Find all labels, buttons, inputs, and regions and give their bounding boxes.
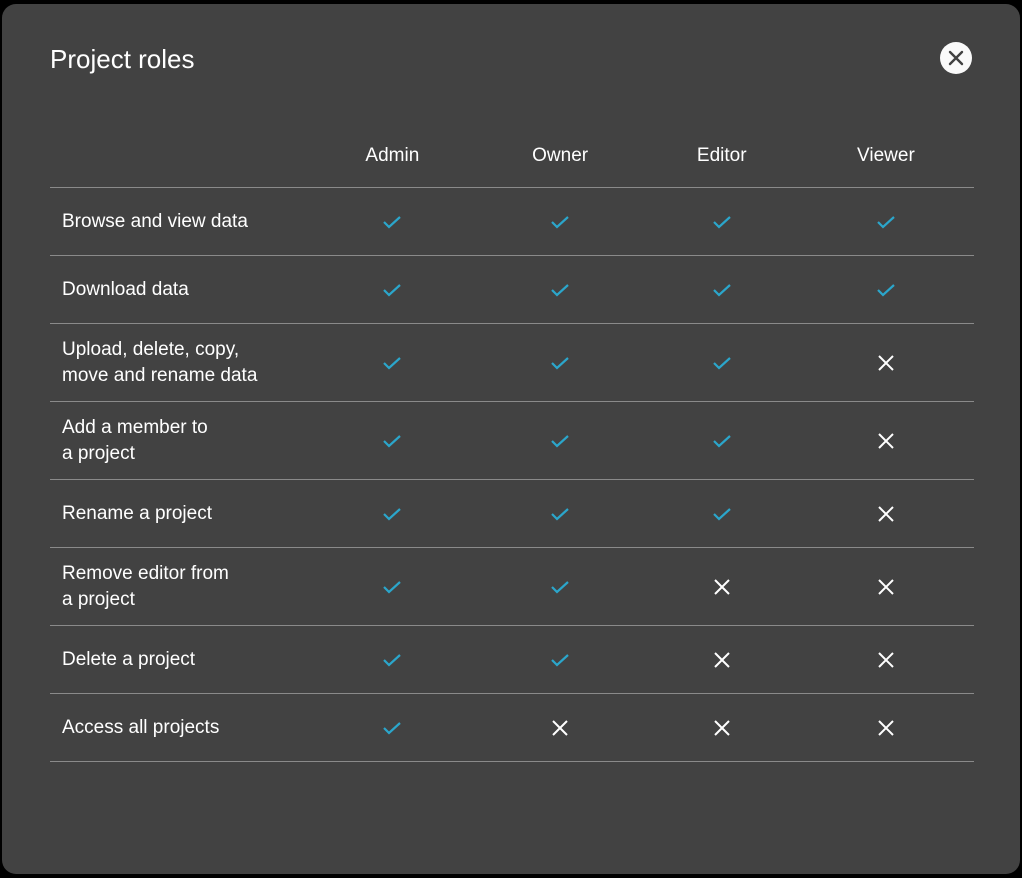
permission-cell-editor <box>645 323 798 402</box>
permission-cell-owner <box>474 625 646 694</box>
column-header-viewer: Viewer <box>797 125 974 188</box>
permission-label: Rename a project <box>50 479 310 548</box>
permission-cell-editor <box>645 187 798 256</box>
permission-cell-admin <box>310 479 475 548</box>
close-icon <box>948 50 964 66</box>
check-icon <box>551 580 569 594</box>
cross-icon <box>878 719 894 736</box>
cross-icon <box>714 651 730 668</box>
header-empty <box>50 125 310 188</box>
permission-cell-viewer <box>797 401 974 480</box>
check-icon <box>712 434 731 448</box>
check-icon <box>551 434 569 448</box>
table-row: Download data <box>50 255 974 324</box>
check-icon <box>712 283 731 297</box>
permission-cell-admin <box>310 255 475 324</box>
check-icon <box>383 507 402 521</box>
check-icon <box>383 653 402 667</box>
permission-cell-editor <box>645 547 798 626</box>
permission-cell-admin <box>310 547 475 626</box>
permission-cell-editor <box>645 479 798 548</box>
permission-cell-owner <box>474 401 646 480</box>
table-row: Rename a project <box>50 479 974 548</box>
permission-cell-editor <box>645 693 798 762</box>
check-icon <box>383 356 402 370</box>
permission-cell-viewer <box>797 187 974 256</box>
check-icon <box>877 283 895 297</box>
permission-cell-owner <box>474 255 646 324</box>
permission-cell-editor <box>645 401 798 480</box>
permission-cell-owner <box>474 547 646 626</box>
cross-icon <box>878 432 894 449</box>
cross-icon <box>878 578 894 595</box>
cross-icon <box>552 719 568 736</box>
permission-cell-editor <box>645 625 798 694</box>
permission-cell-editor <box>645 255 798 324</box>
cross-icon <box>878 651 894 668</box>
permission-cell-viewer <box>797 255 974 324</box>
permission-label: Download data <box>50 255 310 324</box>
check-icon <box>383 580 402 594</box>
permission-cell-owner <box>474 693 646 762</box>
check-icon <box>383 721 402 735</box>
check-icon <box>383 434 402 448</box>
permission-label: Add a member to a project <box>50 401 310 480</box>
table-row: Upload, delete, copy, move and rename dat… <box>50 323 974 402</box>
permission-label: Remove editor from a project <box>50 547 310 626</box>
check-icon <box>383 283 402 297</box>
check-icon <box>551 215 569 229</box>
permission-cell-admin <box>310 323 475 402</box>
check-icon <box>383 215 402 229</box>
project-roles-dialog: Project roles Admin Owner Editor Viewer … <box>2 4 1020 874</box>
table-row: Access all projects <box>50 693 974 762</box>
permission-label: Delete a project <box>50 625 310 694</box>
dialog-title: Project roles <box>50 44 195 74</box>
check-icon <box>551 653 569 667</box>
check-icon <box>877 215 895 229</box>
permission-label: Browse and view data <box>50 187 310 256</box>
permission-label: Upload, delete, copy, move and rename dat… <box>50 323 310 402</box>
check-icon <box>551 283 569 297</box>
close-button[interactable] <box>940 42 972 74</box>
table-row: Delete a project <box>50 625 974 694</box>
column-header-editor: Editor <box>645 125 798 188</box>
permission-cell-viewer <box>797 479 974 548</box>
cross-icon <box>714 578 730 595</box>
column-header-owner: Owner <box>474 125 646 188</box>
check-icon <box>712 215 731 229</box>
check-icon <box>712 507 731 521</box>
permission-cell-admin <box>310 625 475 694</box>
permission-cell-viewer <box>797 693 974 762</box>
permission-cell-admin <box>310 693 475 762</box>
cross-icon <box>878 354 894 371</box>
check-icon <box>712 356 731 370</box>
check-icon <box>551 356 569 370</box>
cross-icon <box>878 505 894 522</box>
permission-cell-owner <box>474 479 646 548</box>
permission-cell-owner <box>474 323 646 402</box>
permission-cell-admin <box>310 401 475 480</box>
permission-cell-owner <box>474 187 646 256</box>
permission-label: Access all projects <box>50 693 310 762</box>
table-row: Browse and view data <box>50 187 974 256</box>
table-row: Remove editor from a project <box>50 547 974 626</box>
permission-cell-viewer <box>797 625 974 694</box>
column-header-admin: Admin <box>310 125 475 188</box>
permission-cell-admin <box>310 187 475 256</box>
permission-cell-viewer <box>797 547 974 626</box>
roles-table: Admin Owner Editor Viewer Browse and vie… <box>50 125 974 762</box>
check-icon <box>551 507 569 521</box>
permission-cell-viewer <box>797 323 974 402</box>
table-row: Add a member to a project <box>50 401 974 480</box>
header-row: Admin Owner Editor Viewer <box>50 125 974 188</box>
cross-icon <box>714 719 730 736</box>
